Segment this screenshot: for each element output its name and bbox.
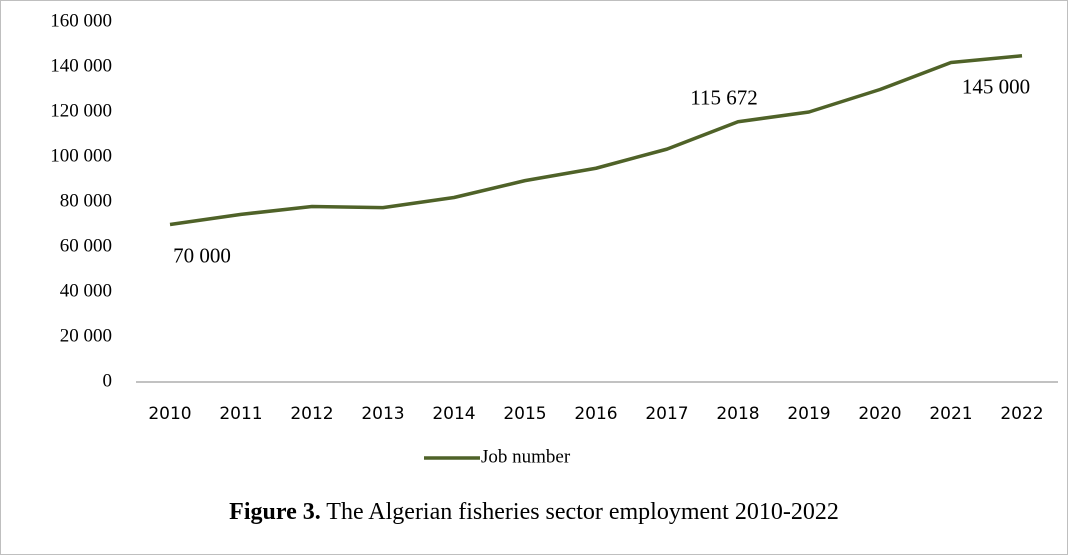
x-tick-label: 2017	[645, 404, 688, 424]
x-tick-label: 2018	[716, 404, 759, 424]
x-tick-label: 2010	[148, 404, 191, 424]
y-tick-label: 40 000	[60, 280, 112, 301]
x-tick-label: 2015	[503, 404, 546, 424]
x-tick-label: 2013	[361, 404, 404, 424]
x-tick-label: 2021	[929, 404, 972, 424]
caption-label: Figure 3.	[229, 499, 321, 525]
data-label: 145 000	[962, 75, 1030, 99]
caption: Figure 3. The Algerian fisheries sector …	[229, 499, 839, 525]
y-tick-label: 100 000	[50, 145, 112, 166]
x-tick-label: 2012	[290, 404, 333, 424]
y-tick-label: 60 000	[60, 235, 112, 256]
y-tick-label: 20 000	[60, 325, 112, 346]
y-tick-label: 160 000	[50, 10, 112, 31]
x-tick-label: 2016	[574, 404, 617, 424]
x-tick-label: 2014	[432, 404, 475, 424]
line	[169, 54, 1023, 227]
caption-text: The Algerian fisheries sector employment…	[326, 499, 839, 525]
x-tick-label: 2011	[219, 404, 262, 424]
y-tick-label: 0	[103, 370, 113, 391]
data-label: 70 000	[173, 243, 231, 267]
y-tick-label: 80 000	[60, 190, 112, 211]
y-tick-label: 120 000	[50, 100, 112, 121]
x-tick-label: 2020	[858, 404, 901, 424]
y-tick-label: 140 000	[50, 55, 112, 76]
legend-label: Job number	[481, 446, 571, 467]
x-tick-label: 2022	[1000, 404, 1043, 424]
x-tick-label: 2019	[787, 404, 830, 424]
data-label: 115 672	[690, 86, 757, 110]
